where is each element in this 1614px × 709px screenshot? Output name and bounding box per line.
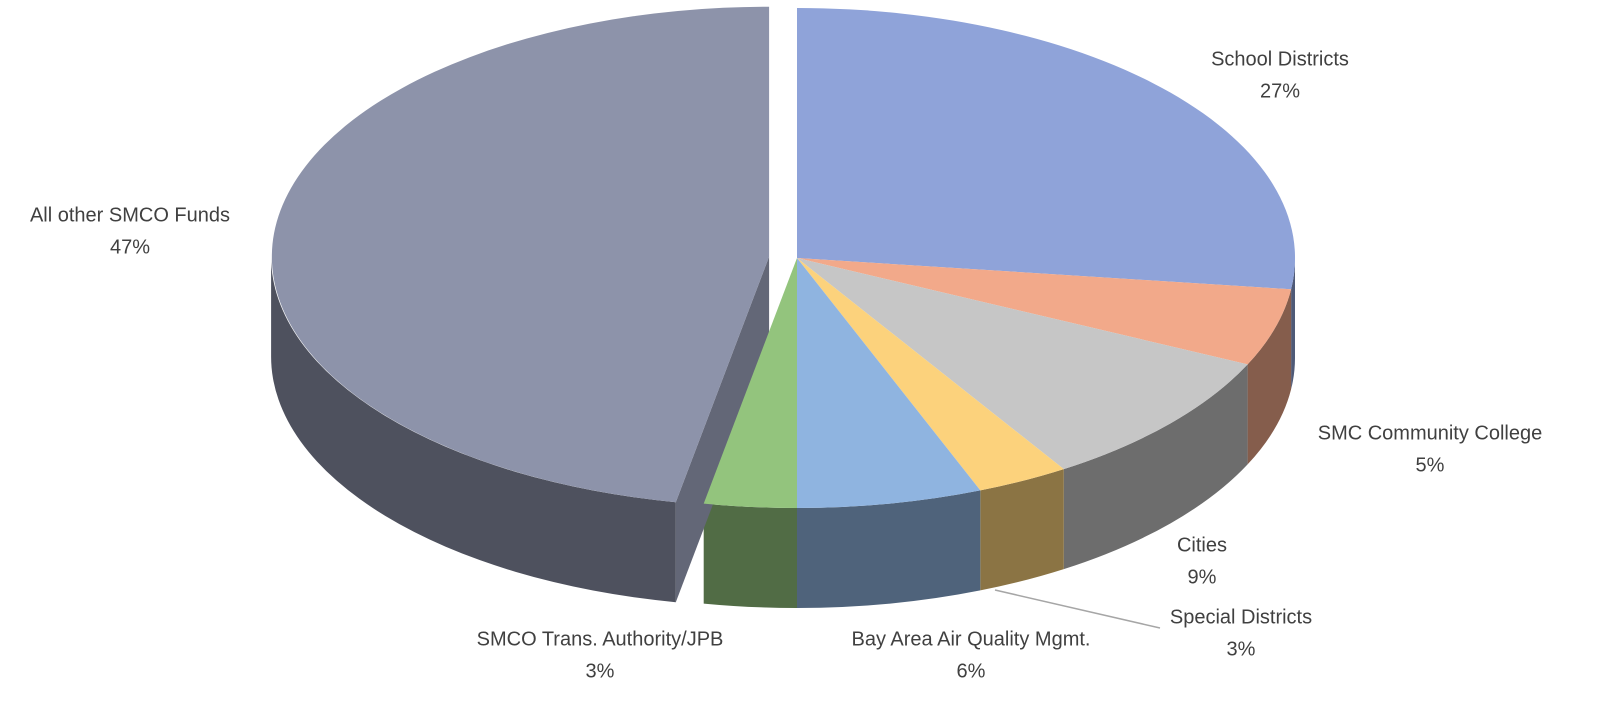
slice-cut-face [675,256,770,603]
slice-side [271,256,676,603]
value-label: 27% [1260,80,1300,102]
slice-label: School Districts [1211,48,1349,70]
slice [703,258,797,509]
slice [797,8,1296,290]
slice [797,258,1064,491]
slice-label: Bay Area Air Quality Mgmt. [852,628,1091,650]
slice-label: SMCO Trans. Authority/JPB [477,628,724,650]
slice-label: Special Districts [1170,606,1312,628]
slice-label: All other SMCO Funds [30,204,230,226]
slice-side [703,503,797,608]
value-label: 6% [957,660,986,682]
slice-label: Cities [1177,534,1227,556]
value-label: 3% [1227,638,1256,660]
value-label: 3% [586,660,615,682]
slice-side [797,490,981,608]
slice-side [1247,289,1292,465]
value-label: 9% [1188,566,1217,588]
slice-side [980,469,1064,591]
slice-side [1063,364,1248,570]
slice-label: SMC Community College [1318,422,1543,444]
value-label: 47% [110,236,150,258]
leader-line [994,589,1161,629]
slice [797,258,1292,365]
slice-side [1291,258,1295,390]
slice [797,258,1248,470]
slice [797,258,981,508]
slice [271,6,770,503]
value-label: 5% [1416,454,1445,476]
